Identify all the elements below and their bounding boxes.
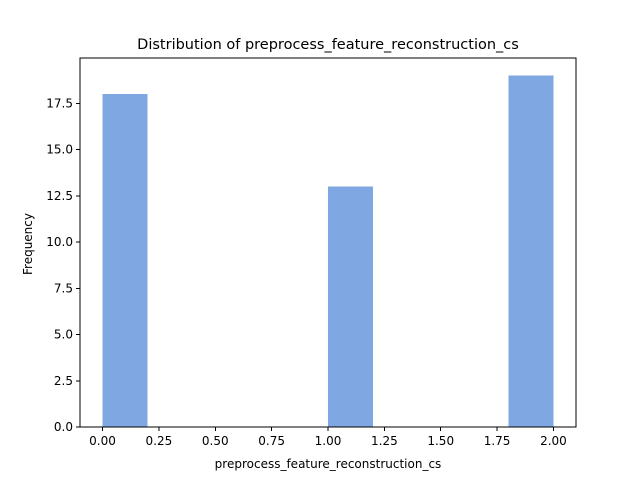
x-tick-label: 1.25 [371,434,398,448]
y-tick-label: 10.0 [46,235,73,249]
x-tick-label: 0.75 [258,434,285,448]
y-tick-label: 0.0 [54,420,73,434]
histogram-bar-1 [328,186,374,427]
bars-group [102,75,554,428]
x-tick-label: 0.00 [89,434,116,448]
x-axis-ticks: 0.00 0.25 0.50 0.75 1.00 1.25 1.50 1.75 2.00 [89,427,567,448]
y-tick-label: 12.5 [46,189,73,203]
y-tick-label: 15.0 [46,143,73,157]
x-tick-label: 0.50 [202,434,229,448]
y-tick-label: 17.5 [46,96,73,110]
y-tick-label: 2.5 [54,374,73,388]
chart-title: Distribution of preprocess_feature_recon… [137,37,519,53]
y-axis-label: Frequency [21,213,35,275]
y-tick-label: 5.0 [54,328,73,342]
x-axis-label: preprocess_feature_reconstruction_cs [215,457,442,471]
x-tick-label: 1.00 [315,434,342,448]
histogram-bar-0 [102,94,148,427]
y-tick-label: 7.5 [54,281,73,295]
x-tick-label: 1.50 [427,434,454,448]
plot-frame [79,57,577,428]
x-tick-label: 2.00 [540,434,567,448]
x-tick-label: 0.25 [146,434,173,448]
y-axis-ticks: 0.0 2.5 5.0 7.5 10.0 12.5 15.0 17.5 [46,96,80,434]
histogram-bar-2 [508,75,554,428]
x-tick-label: 1.75 [484,434,511,448]
